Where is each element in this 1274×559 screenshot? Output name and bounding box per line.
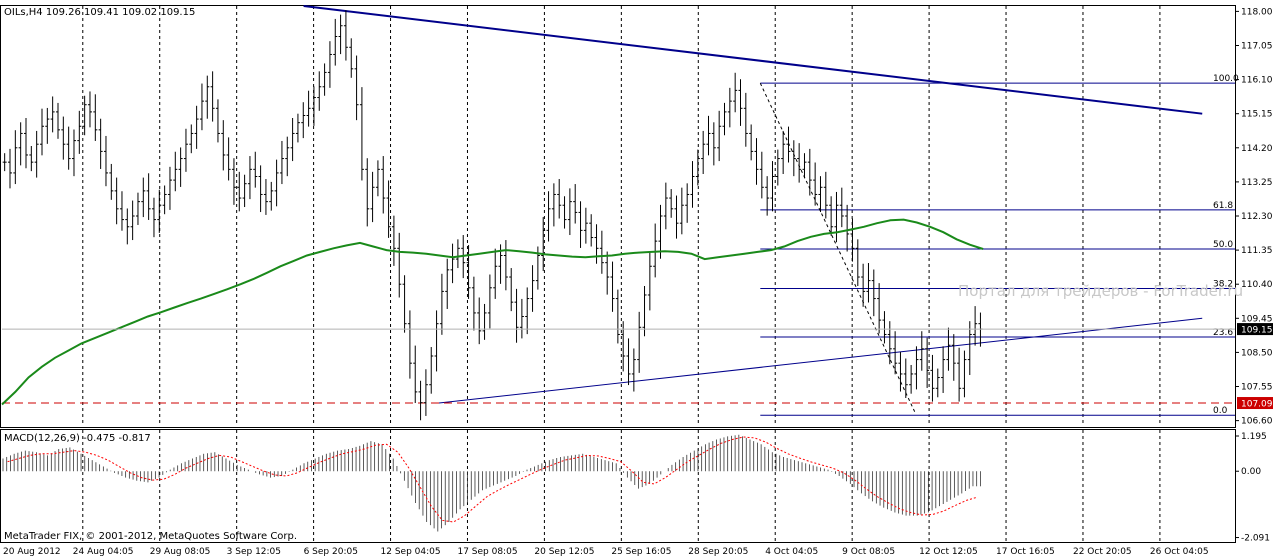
fibonacci-retracement: 100.0 61.8 50.0 38.2 23.6 0.0 xyxy=(759,74,1239,416)
price-tick-label: 112.30 xyxy=(1241,212,1273,222)
current-price-tag-bg xyxy=(1237,323,1273,336)
price-tick-label: 110.40 xyxy=(1241,280,1273,290)
time-label: 20 Sep 12:05 xyxy=(534,547,594,557)
price-tick-label: 108.50 xyxy=(1241,348,1273,358)
time-label: 28 Sep 20:05 xyxy=(688,547,748,557)
price-tags: 109.15 107.09 xyxy=(1237,323,1273,410)
time-label: 4 Oct 04:05 xyxy=(765,547,818,557)
price-tick-label: 109.45 xyxy=(1241,314,1273,324)
time-label: 3 Sep 12:05 xyxy=(227,547,281,557)
current-price-tag: 109.15 xyxy=(1241,326,1273,336)
watermark-text: Портал для трейдеров - ForTrader.ru xyxy=(958,282,1243,300)
price-tick-label: 113.25 xyxy=(1241,178,1273,188)
time-label: 12 Oct 12:05 xyxy=(919,547,978,557)
signal-path xyxy=(7,436,978,523)
fibo-level-label: 0.0 xyxy=(1213,406,1228,416)
price-tick-label: 111.35 xyxy=(1241,246,1273,256)
price-tick-label: 107.55 xyxy=(1241,383,1273,393)
fibo-level-label: 50.0 xyxy=(1213,240,1233,250)
time-label: 25 Sep 16:05 xyxy=(611,547,671,557)
price-tick-label: 118.00 xyxy=(1241,7,1273,17)
price-tick-label: 106.60 xyxy=(1241,417,1273,427)
fibo-level-label: 38.2 xyxy=(1213,280,1233,290)
main-chart-frame xyxy=(0,5,1236,428)
macd-signal-line xyxy=(7,436,978,523)
macd-histogram xyxy=(2,434,981,532)
fibo-level-label: 23.6 xyxy=(1213,328,1233,338)
vertical-gridlines xyxy=(82,6,1161,541)
price-tick-label: 114.20 xyxy=(1241,144,1273,154)
time-label: 29 Aug 08:05 xyxy=(150,547,211,557)
fibo-level-label: 100.0 xyxy=(1213,74,1239,84)
time-label: 20 Aug 2012 xyxy=(3,547,61,557)
symbol-info: OILs,H4 109.26 109.41 109.02 109.15 xyxy=(4,7,195,18)
price-series xyxy=(2,10,983,421)
price-tick-label: 117.05 xyxy=(1241,41,1273,51)
time-label: 12 Sep 04:05 xyxy=(381,547,441,557)
time-label: 9 Oct 08:05 xyxy=(842,547,895,557)
time-label: 26 Oct 04:05 xyxy=(1150,547,1209,557)
macd-header: MACD(12,26,9) -0.475 -0.817 xyxy=(4,433,151,444)
fibo-level-label: 61.8 xyxy=(1213,201,1233,211)
time-axis: 20 Aug 2012 24 Aug 04:05 29 Aug 08:05 3 Sep… xyxy=(3,547,1209,557)
time-label: 6 Sep 20:05 xyxy=(304,547,358,557)
time-label: 22 Oct 20:05 xyxy=(1073,547,1132,557)
copyright-text: MetaTrader FIX, © 2001-2012, MetaQuotes … xyxy=(4,531,297,542)
ma-path xyxy=(1,218,984,406)
trendline-descending xyxy=(303,5,1203,115)
time-label: 24 Aug 04:05 xyxy=(73,547,134,557)
moving-average-line xyxy=(1,218,984,406)
price-tick-label: 116.10 xyxy=(1241,76,1273,86)
trendlines xyxy=(303,5,1203,404)
macd-frame xyxy=(0,429,1236,543)
macd-tick-label: -2.091 xyxy=(1241,534,1270,544)
level-price-tag-bg xyxy=(1237,397,1273,410)
macd-axis: 1.195 0.00 -2.091 xyxy=(1235,432,1270,544)
macd-tick-label: 0.00 xyxy=(1241,467,1261,477)
time-label: 17 Sep 08:05 xyxy=(457,547,517,557)
macd-tick-label: 1.195 xyxy=(1241,432,1267,442)
price-axis: 118.00 117.05 116.10 115.15 114.20 113.25 112.… xyxy=(2,7,1273,427)
fibo-diagonal xyxy=(759,82,916,414)
level-price-tag: 107.09 xyxy=(1241,400,1273,410)
time-label: 17 Oct 16:05 xyxy=(996,547,1055,557)
price-tick-label: 115.15 xyxy=(1241,110,1273,120)
trendline-ascending xyxy=(438,317,1203,404)
